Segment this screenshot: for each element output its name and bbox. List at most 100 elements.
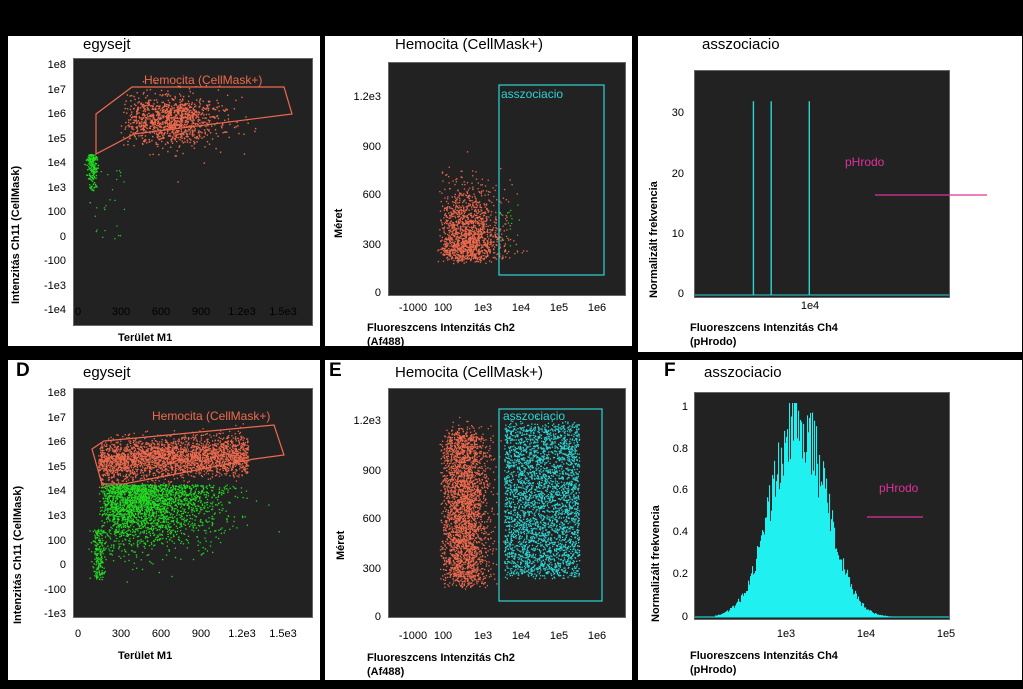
scatter-point <box>193 109 196 111</box>
scatter-point <box>488 231 490 234</box>
scatter-point <box>189 116 192 119</box>
scatter-point <box>156 456 159 458</box>
scatter-point <box>177 130 180 133</box>
scatter-point <box>239 449 242 452</box>
scatter-point <box>169 481 172 483</box>
scatter-point <box>180 124 183 126</box>
scatter-point <box>153 103 155 105</box>
scatter-point <box>128 436 130 439</box>
scatter-point <box>165 115 167 118</box>
scatter-point <box>133 134 136 137</box>
scatter-point <box>472 240 474 242</box>
scatter-point <box>219 447 222 450</box>
scatter-point <box>499 230 501 232</box>
scatter-point <box>182 142 184 144</box>
scatter-point <box>204 451 207 454</box>
scatter-point <box>481 222 483 225</box>
scatter-point <box>180 106 182 109</box>
scatter-point <box>182 470 185 472</box>
scatter-point <box>173 441 175 443</box>
scatter-point <box>155 108 157 111</box>
scatter-point <box>101 474 104 476</box>
scatter-point <box>516 250 519 252</box>
scatter-point <box>141 118 143 121</box>
scatter-point <box>184 113 187 115</box>
scatter-point <box>207 454 209 457</box>
scatter-point <box>166 119 168 122</box>
scatter-point <box>132 467 135 469</box>
scatter-point <box>161 123 163 125</box>
scatter-point <box>166 125 169 128</box>
scatter-point <box>110 465 112 467</box>
scatter-point <box>134 132 136 134</box>
scatter-point <box>467 222 469 224</box>
scatter-point <box>177 124 180 126</box>
scatter-point <box>220 457 222 459</box>
scatter-point <box>502 239 505 241</box>
scatter-point <box>195 459 198 461</box>
scatter-point <box>156 111 158 113</box>
scatter-point <box>456 245 458 247</box>
scatter-point <box>231 439 233 441</box>
scatter-point <box>133 443 135 445</box>
scatter-point <box>170 123 172 125</box>
scatter-point <box>143 121 146 123</box>
scatter-point <box>183 450 185 452</box>
scatter-point <box>139 478 142 480</box>
scatter-point <box>171 469 173 471</box>
scatter-point <box>147 451 149 453</box>
scatter-point <box>190 471 193 473</box>
scatter-point <box>96 186 98 188</box>
scatter-point <box>165 112 167 114</box>
scatter-point <box>182 95 185 98</box>
scatter-point <box>463 193 465 195</box>
scatter-point <box>116 450 118 452</box>
scatter-point <box>470 239 472 242</box>
scatter-point <box>477 261 480 263</box>
scatter-point <box>446 257 448 259</box>
scatter-point <box>142 124 145 126</box>
scatter-point <box>486 230 489 232</box>
scatter-point <box>186 139 189 141</box>
scatter-point <box>208 129 210 131</box>
scatter-point <box>88 157 90 160</box>
scatter-point <box>168 116 170 118</box>
scatter-point <box>151 119 153 121</box>
scatter-point <box>467 218 469 221</box>
scatter-point <box>106 473 108 475</box>
scatter-point <box>484 185 487 187</box>
scatter-point <box>166 108 169 110</box>
scatter-point <box>120 466 122 469</box>
scatter-point <box>484 238 486 240</box>
scatter-point <box>479 243 481 245</box>
scatter-point <box>505 199 507 201</box>
scatter-point <box>464 234 466 236</box>
scatter-point <box>467 189 470 191</box>
scatter-point <box>135 459 138 461</box>
scatter-point <box>231 446 234 448</box>
scatter-point <box>94 154 96 157</box>
scatter-point <box>448 229 450 232</box>
scatter-point <box>500 202 502 204</box>
scatter-point <box>238 443 241 445</box>
scatter-point <box>472 220 474 222</box>
scatter-point <box>469 187 471 189</box>
scatter-point <box>187 120 189 122</box>
scatter-point <box>234 473 237 475</box>
scatter-point <box>476 243 478 246</box>
scatter-point <box>175 129 178 132</box>
scatter-point <box>505 250 507 252</box>
scatter-point <box>114 238 116 240</box>
scatter-point <box>456 213 458 216</box>
scatter-point <box>173 126 175 128</box>
scatter-point <box>170 110 172 112</box>
scatter-point <box>232 464 234 466</box>
scatter-point <box>148 127 151 129</box>
scatter-point <box>240 467 242 469</box>
scatter-point <box>121 462 124 465</box>
scatter-point <box>449 253 451 255</box>
scatter-point <box>159 460 161 463</box>
scatter-point <box>223 455 225 458</box>
scatter-point <box>168 451 171 453</box>
scatter-point <box>162 123 164 125</box>
